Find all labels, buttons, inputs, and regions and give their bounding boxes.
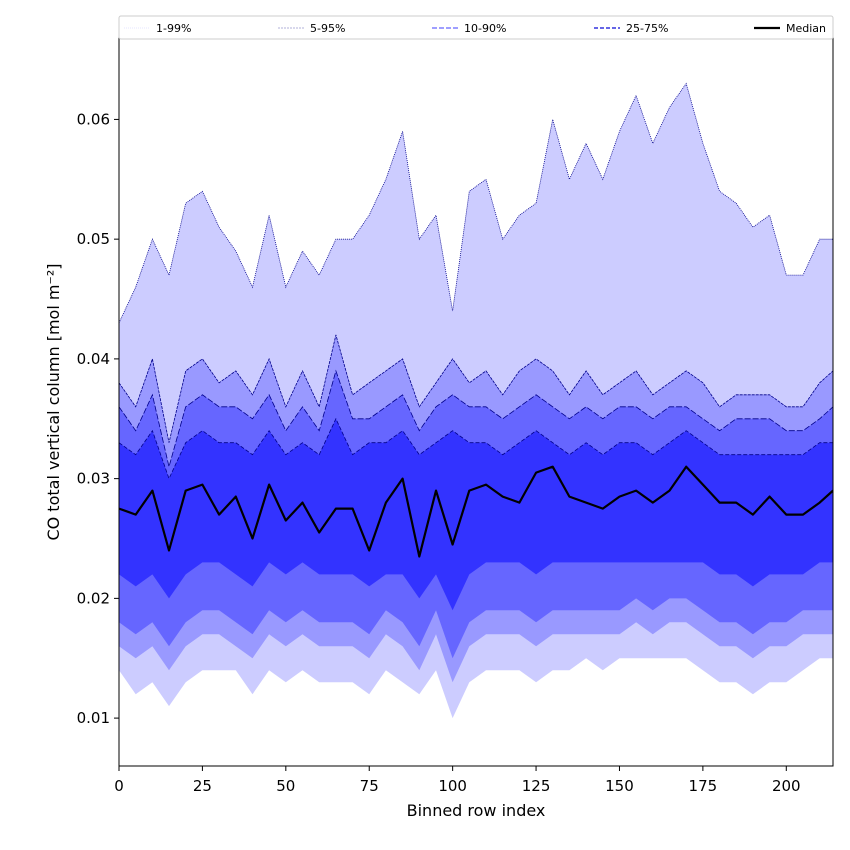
x-tick-label: 100 [438, 777, 467, 795]
y-axis: 0.01 0.02 0.03 0.04 0.05 0.06 [77, 110, 119, 727]
x-tick-label: 25 [193, 777, 212, 795]
band-5-95-upper-edge [119, 334, 833, 443]
legend-label: 5-95% [310, 22, 345, 35]
x-tick-label: 50 [276, 777, 295, 795]
median-line [119, 465, 833, 558]
legend-label: Median [786, 22, 826, 35]
band-25-75-upper-edge [119, 417, 833, 480]
x-tick-label: 75 [360, 777, 379, 795]
bands-layer [119, 82, 833, 719]
legend-label: 25-75% [626, 22, 668, 35]
x-tick-label: 150 [605, 777, 634, 795]
band-25-75 [119, 418, 833, 611]
y-axis-label: CO total vertical column [mol m⁻²] [44, 263, 63, 540]
x-axis: 0 25 50 75 100 125 150 175 200 [114, 766, 801, 795]
median-layer [119, 465, 833, 558]
y-tick-label: 0.03 [77, 470, 110, 488]
legend: 1-99% 5-95% 10-90% 25-75% Median [118, 15, 834, 40]
x-tick-label: 125 [522, 777, 551, 795]
x-axis-label: Binned row index [407, 801, 546, 820]
legend-label: 1-99% [156, 22, 191, 35]
x-tick-label: 0 [114, 777, 124, 795]
y-tick-label: 0.01 [77, 709, 110, 727]
x-tick-label: 175 [689, 777, 718, 795]
y-tick-label: 0.04 [77, 350, 110, 368]
y-tick-label: 0.06 [77, 110, 110, 128]
y-tick-label: 0.05 [77, 230, 110, 248]
band-10-90-upper-edge [119, 369, 833, 467]
y-tick-label: 0.02 [77, 589, 110, 607]
legend-box [118, 15, 834, 40]
x-tick-label: 200 [772, 777, 801, 795]
legend-label: 10-90% [464, 22, 506, 35]
